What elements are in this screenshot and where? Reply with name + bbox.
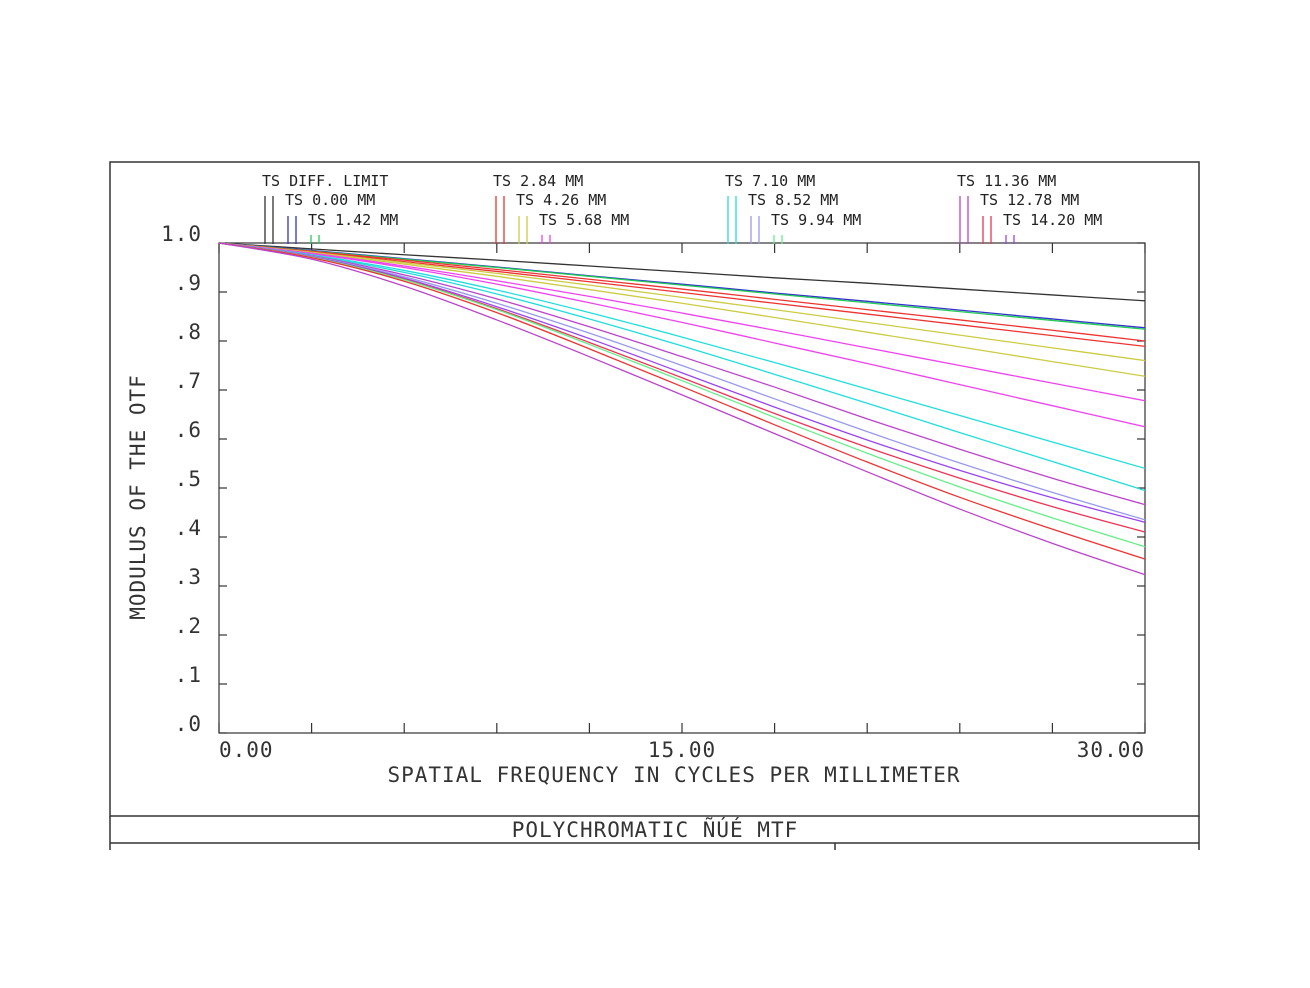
series-line xyxy=(218,242,1146,560)
y-tick-label: .2 xyxy=(175,614,202,638)
legend-label: TS DIFF. LIMIT xyxy=(262,172,388,190)
series-line xyxy=(218,242,1146,362)
ticks-layer: .0 .1 .2 .3 .4 .5 .6 .7 .8 .9 1.0 0.00 15.00 30.00 xyxy=(161,222,1146,762)
series-line xyxy=(218,242,1146,548)
series-line xyxy=(218,242,1146,330)
y-tick-label: .9 xyxy=(175,271,202,295)
legend-label: TS 14.20 MM xyxy=(1003,211,1102,229)
series-line xyxy=(218,242,1146,521)
legend-label: TS 9.94 MM xyxy=(771,211,861,229)
y-tick-label: .0 xyxy=(175,712,202,736)
series-line xyxy=(218,242,1146,576)
y-tick-label: .6 xyxy=(175,418,202,442)
legend-label: TS 12.78 MM xyxy=(980,191,1079,209)
series-line xyxy=(218,242,1146,302)
legend-label: TS 4.26 MM xyxy=(516,191,606,209)
y-tick-label: .4 xyxy=(175,516,202,540)
legend-label: TS 11.36 MM xyxy=(957,172,1056,190)
y-axis-label: MODULUS OF THE OTF xyxy=(126,374,150,620)
legend-label: TS 8.52 MM xyxy=(748,191,838,209)
legend-label: TS 7.10 MM xyxy=(725,172,815,190)
x-tick-label: 15.00 xyxy=(648,738,716,762)
series-layer xyxy=(218,242,1146,576)
series-line xyxy=(218,242,1146,428)
series-line xyxy=(218,242,1146,377)
y-tick-label: 1.0 xyxy=(161,222,202,246)
legend-label: TS 5.68 MM xyxy=(539,211,629,229)
series-line xyxy=(218,242,1146,470)
series-line xyxy=(218,242,1146,492)
x-axis-label: SPATIAL FREQUENCY IN CYCLES PER MILLIMET… xyxy=(387,763,960,787)
x-tick-label: 0.00 xyxy=(219,738,274,762)
y-tick-label: .1 xyxy=(175,663,202,687)
outer-frame xyxy=(109,161,1200,817)
x-tick-label: 30.00 xyxy=(1077,738,1145,762)
series-line xyxy=(218,242,1146,506)
y-tick-label: .7 xyxy=(175,369,202,393)
legend-label: TS 0.00 MM xyxy=(285,191,375,209)
series-line xyxy=(218,242,1146,342)
series-line xyxy=(218,242,1146,533)
legend-label: TS 1.42 MM xyxy=(308,211,398,229)
legend-label: TS 2.84 MM xyxy=(493,172,583,190)
series-line xyxy=(218,242,1146,348)
series-line xyxy=(218,242,1146,402)
y-tick-label: .5 xyxy=(175,467,202,491)
y-tick-label: .8 xyxy=(175,320,202,344)
chart-title: POLYCHROMATIC ÑÚÉ MTF xyxy=(512,816,799,842)
series-line xyxy=(218,242,1146,523)
y-tick-label: .3 xyxy=(175,565,202,589)
